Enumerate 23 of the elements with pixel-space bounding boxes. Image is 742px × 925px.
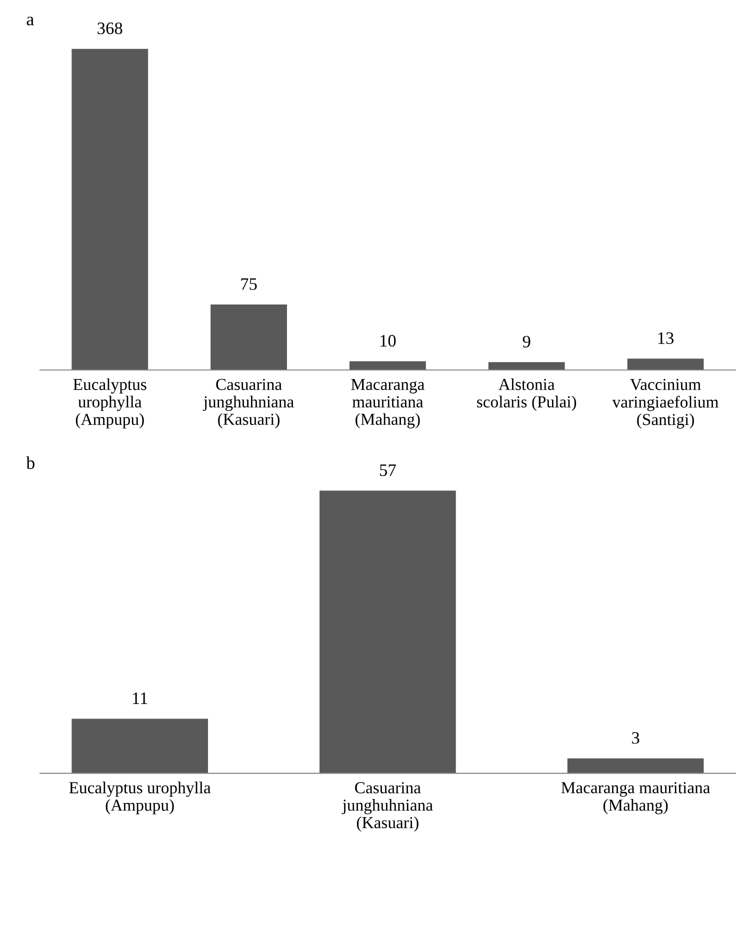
bar [627, 358, 704, 370]
data-label: 368 [98, 22, 122, 34]
chart-title: a [26, 16, 34, 26]
x-tick-label: Alstonia scolaris (Pulai) [477, 378, 576, 411]
chart-title: b [26, 456, 34, 470]
data-label: 57 [380, 464, 396, 476]
x-tick-label: Vaccinium varingiaefolium (Santigi) [612, 378, 718, 429]
bar [210, 304, 287, 370]
x-tick-label: Eucalyptus urophylla (Ampupu) [69, 782, 211, 814]
bar [72, 48, 148, 370]
data-label: 9 [522, 336, 530, 348]
x-tick-label: Macaranga mauritiana (Mahang) [351, 378, 424, 428]
bar [488, 362, 565, 370]
x-tick-label: Casuarina junghuhniana (Kasuari) [342, 782, 433, 832]
x-tick-label: Macaranga mauritiana (Mahang) [561, 782, 710, 814]
x-tick-label: Eucalyptus urophylla (Ampupu) [73, 378, 146, 428]
bar [349, 361, 426, 370]
data-label: 11 [133, 692, 148, 704]
data-label: 13 [658, 332, 674, 344]
data-label: 3 [632, 732, 640, 744]
data-label: 75 [241, 278, 257, 290]
data-label: 10 [380, 334, 396, 347]
x-tick-label: Casuarina junghuhniana (Kasuari) [202, 378, 294, 428]
